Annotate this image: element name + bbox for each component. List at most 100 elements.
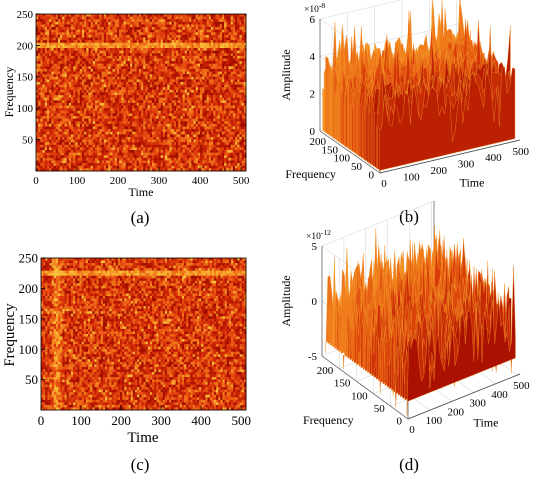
heatmap-cell [130, 105, 133, 109]
heatmap-cell [119, 102, 122, 106]
heatmap-cell [116, 27, 120, 31]
heatmap-cell [241, 118, 245, 122]
heatmap-cell [84, 66, 87, 70]
heatmap-cell [114, 34, 118, 38]
heatmap-cell [189, 42, 192, 46]
heatmap-cell [75, 84, 78, 88]
heatmap-cell [73, 95, 76, 99]
heatmap-cell [182, 32, 186, 36]
heatmap-cell [101, 110, 105, 114]
heatmap-cell [84, 118, 87, 122]
heatmap-cell [88, 131, 92, 135]
heatmap-cell [145, 105, 148, 109]
heatmap-cell [182, 19, 186, 23]
heatmap-cell [75, 100, 78, 104]
heatmap-cell [195, 50, 199, 54]
heatmap-cell [224, 100, 227, 104]
heatmap-cell [147, 29, 151, 33]
heatmap-cell [53, 45, 57, 49]
heatmap-cell [90, 139, 94, 143]
heatmap-cell [235, 129, 238, 133]
heatmap-cell [66, 42, 70, 46]
heatmap-cell [57, 139, 61, 143]
heatmap-cell [108, 89, 111, 93]
heatmap-cell [60, 74, 63, 78]
heatmap-cell [71, 105, 74, 109]
heatmap-cell [127, 61, 131, 65]
heatmap-cell [44, 40, 48, 44]
heatmap-cell [180, 24, 183, 28]
heatmap-cell [62, 121, 65, 125]
heatmap-cell [81, 147, 85, 151]
heatmap-cell [158, 21, 162, 25]
heatmap-cell [147, 63, 151, 67]
heatmap-cell [184, 21, 188, 25]
heatmap-cell [51, 129, 54, 133]
heatmap-cell [232, 84, 236, 88]
heatmap-cell [241, 79, 245, 83]
heatmap-cell [66, 61, 70, 65]
heatmap-cell [55, 134, 59, 138]
heatmap-cell [132, 89, 135, 93]
heatmap-cell [171, 24, 175, 28]
heatmap-cell [239, 58, 243, 62]
heatmap-cell [189, 21, 192, 25]
heatmap-cell [200, 118, 203, 122]
heatmap-cell [180, 48, 183, 52]
heatmap-cell [208, 79, 212, 83]
heatmap-cell [202, 42, 205, 46]
heatmap-cell [184, 29, 188, 33]
heatmap-cell [173, 129, 177, 133]
heatmap-cell [173, 92, 177, 96]
heatmap-cell [235, 105, 238, 109]
heatmap-cell [176, 34, 179, 38]
heatmap-cell [160, 113, 164, 117]
heatmap-cell [241, 126, 245, 130]
heatmap-cell [241, 113, 245, 117]
heatmap-cell [119, 131, 122, 135]
heatmap-cell [184, 144, 188, 148]
heatmap-cell [219, 34, 223, 38]
heatmap-cell [145, 58, 148, 62]
heatmap-cell [134, 61, 138, 65]
heatmap-cell [204, 116, 208, 120]
heatmap-cell [101, 92, 105, 96]
heatmap-cell [239, 50, 243, 54]
heatmap-cell [202, 32, 205, 36]
heatmap-cell [121, 100, 124, 104]
heatmap-cell [88, 71, 92, 75]
heatmap-cell [125, 50, 129, 54]
heatmap-cell [103, 97, 107, 101]
heatmap-cell [235, 82, 238, 86]
heatmap-cell [38, 68, 41, 72]
heatmap-cell [206, 76, 210, 80]
heatmap-cell [167, 45, 170, 49]
heatmap-cell [92, 82, 96, 86]
heatmap-cell [116, 42, 120, 46]
heatmap-cell [162, 113, 166, 117]
heatmap-cell [42, 53, 46, 57]
heatmap-cell [42, 102, 46, 106]
heatmap-cell [191, 32, 194, 36]
heatmap-cell [97, 40, 100, 44]
heatmap-cell [38, 139, 41, 143]
heatmap-cell [73, 61, 76, 65]
heatmap-cell [237, 131, 240, 135]
heatmap-cell [123, 126, 127, 130]
heatmap-cell [44, 92, 48, 96]
heatmap-cell [228, 144, 232, 148]
heatmap-cell [171, 144, 175, 148]
heatmap-cell [145, 21, 148, 25]
heatmap-cell [103, 24, 107, 28]
heatmap-cell [147, 131, 151, 135]
heatmap-cell [57, 45, 61, 49]
heatmap-cell [132, 55, 135, 59]
heatmap-cell [90, 131, 94, 135]
heatmap-cell [211, 61, 214, 65]
heatmap-cell [228, 97, 232, 101]
heatmap-cell [184, 118, 188, 122]
heatmap-cell [79, 53, 83, 57]
heatmap-cell [99, 34, 103, 38]
heatmap-cell [57, 116, 61, 120]
heatmap-cell [40, 118, 43, 122]
